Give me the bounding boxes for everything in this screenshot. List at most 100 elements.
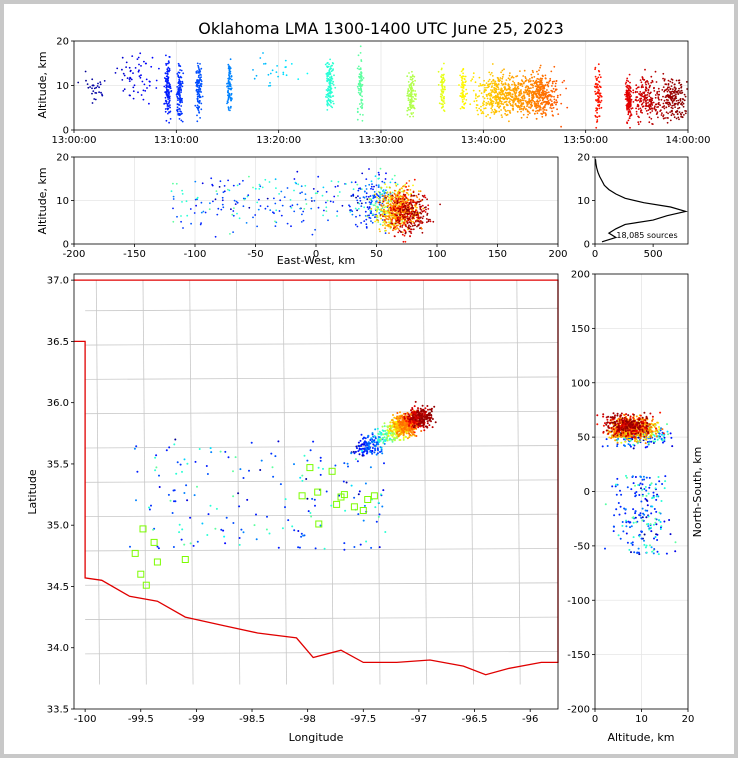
- source-point: [314, 504, 316, 507]
- source-point: [511, 75, 514, 78]
- source-point: [599, 101, 602, 104]
- source-point: [402, 431, 405, 434]
- source-point: [397, 231, 400, 234]
- source-point: [393, 189, 396, 192]
- source-point: [382, 441, 385, 444]
- source-point: [596, 111, 598, 114]
- source-point: [198, 111, 201, 114]
- source-point: [227, 97, 230, 100]
- source-point: [266, 205, 269, 208]
- source-point: [637, 121, 640, 124]
- altitude-time-x-tick-label: 13:00:00: [52, 135, 97, 146]
- altitude-histogram-x-ticks: 0 500: [592, 244, 663, 260]
- source-point: [634, 90, 637, 93]
- source-point: [252, 216, 254, 219]
- source-point: [333, 195, 336, 198]
- source-point: [643, 78, 646, 81]
- source-point: [274, 220, 276, 223]
- source-point: [375, 520, 378, 523]
- source-point: [394, 182, 397, 185]
- source-point: [361, 453, 364, 456]
- source-point: [462, 90, 465, 93]
- source-point: [357, 493, 360, 496]
- source-point: [519, 90, 522, 93]
- source-point: [369, 439, 372, 441]
- source-point: [559, 94, 562, 96]
- source-point: [196, 196, 199, 199]
- source-point: [680, 86, 682, 89]
- source-point: [377, 449, 379, 452]
- source-point: [405, 429, 408, 432]
- source-point: [165, 119, 168, 122]
- source-point: [413, 212, 416, 214]
- source-point: [648, 104, 650, 107]
- source-point: [534, 110, 537, 113]
- source-point: [248, 206, 251, 209]
- source-point: [238, 183, 241, 185]
- state-border: [74, 279, 559, 676]
- source-point: [414, 95, 417, 97]
- source-point: [535, 104, 538, 107]
- source-point: [537, 100, 540, 103]
- source-point: [677, 99, 680, 102]
- source-point: [626, 92, 629, 95]
- source-point: [393, 193, 396, 195]
- source-point: [478, 107, 481, 110]
- source-point: [538, 69, 540, 72]
- source-point: [396, 415, 399, 418]
- source-point: [165, 54, 167, 57]
- source-point: [654, 70, 657, 73]
- source-point: [415, 219, 417, 222]
- source-point: [653, 86, 655, 89]
- source-point: [647, 91, 649, 94]
- source-point: [171, 512, 174, 514]
- source-point: [328, 89, 331, 92]
- source-point: [533, 102, 536, 105]
- source-point: [385, 433, 388, 436]
- source-point: [312, 440, 315, 443]
- source-point: [493, 113, 496, 115]
- source-point: [488, 71, 491, 74]
- source-point: [385, 196, 387, 199]
- source-point: [534, 92, 536, 95]
- source-point: [546, 94, 549, 97]
- source-point: [390, 223, 392, 226]
- source-point: [275, 71, 278, 73]
- source-point: [334, 464, 337, 467]
- source-point: [383, 196, 386, 198]
- source-point: [377, 208, 379, 210]
- source-point: [440, 67, 443, 70]
- source-point: [388, 438, 391, 441]
- source-point: [491, 89, 494, 91]
- source-point: [492, 79, 495, 82]
- source-point: [408, 424, 410, 427]
- source-point: [328, 104, 331, 106]
- source-point: [421, 198, 424, 201]
- source-point: [408, 432, 410, 435]
- source-point: [391, 178, 394, 180]
- source-point: [541, 115, 544, 118]
- source-point: [379, 192, 381, 195]
- source-point: [181, 470, 183, 473]
- source-point: [407, 89, 410, 92]
- source-point: [545, 103, 547, 106]
- source-point: [497, 95, 499, 98]
- source-point: [641, 111, 643, 114]
- source-point: [626, 91, 629, 93]
- altitude-eastwest-x-tick-label: 150: [488, 249, 507, 260]
- source-point: [650, 117, 653, 120]
- source-point: [259, 57, 262, 59]
- source-point: [681, 91, 684, 94]
- source-point: [537, 110, 540, 112]
- source-point: [248, 175, 250, 178]
- source-point: [506, 88, 508, 91]
- source-point: [128, 80, 131, 82]
- source-point: [409, 108, 411, 111]
- source-point: [364, 482, 367, 485]
- source-point: [165, 92, 167, 94]
- source-point: [375, 184, 378, 187]
- source-point: [166, 88, 168, 91]
- source-point: [532, 84, 534, 87]
- source-point: [628, 84, 630, 87]
